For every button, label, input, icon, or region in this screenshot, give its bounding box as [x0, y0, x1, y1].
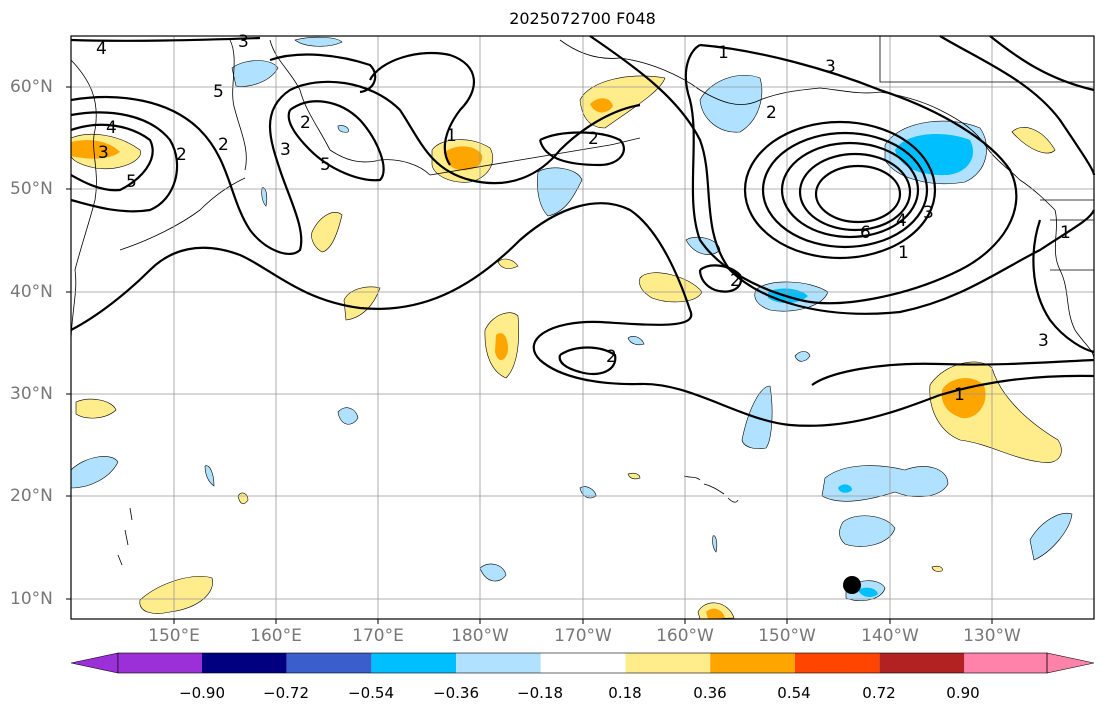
lat-label-10n: 10°N — [10, 589, 53, 609]
contour-label: 3 — [280, 140, 291, 160]
contour-label: 3 — [923, 203, 934, 223]
colorbar-label: 0.18 — [608, 684, 642, 702]
lon-label-140w: 140°W — [861, 626, 919, 646]
colorbar-label: 0.54 — [777, 684, 811, 702]
contour-label: 4 — [896, 211, 907, 231]
lon-label-170e: 170°E — [352, 626, 404, 646]
lon-label-160w: 160°W — [656, 626, 714, 646]
colorbar-label: 0.90 — [946, 684, 980, 702]
contour-label: 2 — [766, 103, 777, 123]
contour-label: 4 — [106, 118, 117, 138]
lat-label-50n: 50°N — [10, 179, 53, 199]
contour-label: 1 — [898, 243, 909, 263]
map-title: 2025072700 F048 — [509, 9, 656, 28]
contour-label: 3 — [98, 143, 109, 163]
lon-label-150w: 150°W — [758, 626, 816, 646]
contour-label: 5 — [213, 82, 224, 102]
lat-label-40n: 40°N — [10, 282, 53, 302]
colorbar-label: −0.72 — [263, 684, 309, 702]
lon-label-150e: 150°E — [148, 626, 200, 646]
lon-label-180w: 180°W — [451, 626, 509, 646]
lon-label-160e: 160°E — [250, 626, 302, 646]
lat-label-30n: 30°N — [10, 384, 53, 404]
contour-label: 4 — [96, 39, 107, 59]
contour-label: 2 — [176, 145, 187, 165]
contour-label: 1 — [1060, 223, 1071, 243]
contour-label: 5 — [320, 155, 331, 175]
contour-label: 3 — [825, 57, 836, 77]
colorbar-label: −0.54 — [348, 684, 394, 702]
storm-position-marker — [843, 576, 861, 594]
colorbar-label: −0.36 — [433, 684, 479, 702]
contour-label: 2 — [218, 135, 229, 155]
lon-label-170w: 170°W — [554, 626, 612, 646]
contour-labels: 4 3 5 4 3 2 5 2 3 1 2 1 3 2 5 6 4 3 1 2 … — [96, 32, 1071, 405]
contour-label: 3 — [238, 32, 249, 52]
lat-label-20n: 20°N — [10, 486, 53, 506]
contour-label: 1 — [718, 43, 729, 63]
positive-anomaly-fills — [70, 75, 1062, 620]
contour-label: 1 — [954, 385, 965, 405]
contour-label: 3 — [1038, 331, 1049, 351]
contour-label: 1 — [446, 126, 457, 146]
colorbar-label: 0.36 — [693, 684, 727, 702]
lat-label-60n: 60°N — [10, 77, 53, 97]
contour-label: 2 — [300, 113, 311, 133]
colorbar-label: −0.90 — [179, 684, 225, 702]
contour-label: 6 — [860, 223, 871, 243]
contour-lines — [70, 35, 1096, 427]
contour-label: 2 — [606, 347, 617, 367]
colorbar-label: 0.72 — [862, 684, 896, 702]
colorbar-label: −0.18 — [517, 684, 563, 702]
contour-label: 2 — [588, 129, 599, 149]
lon-label-130w: 130°W — [963, 626, 1021, 646]
contour-label: 2 — [730, 271, 741, 291]
contour-label: 5 — [126, 172, 137, 192]
